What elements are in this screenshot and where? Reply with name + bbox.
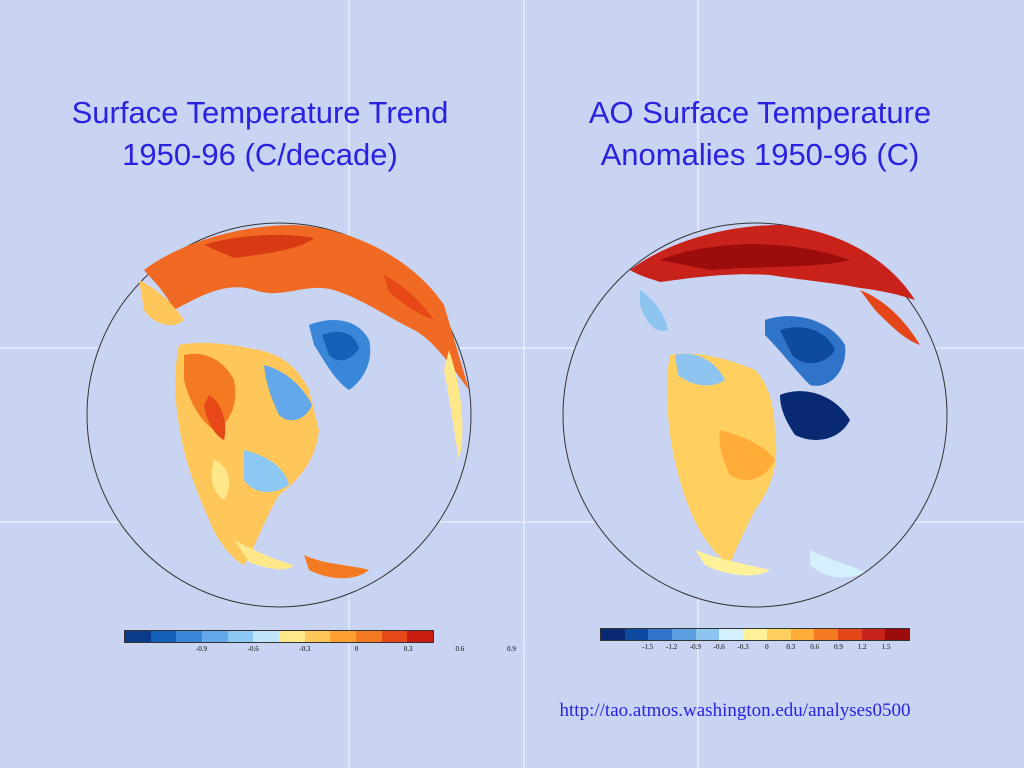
left-colorbar-swatch xyxy=(279,631,305,642)
north-america-region xyxy=(666,353,777,565)
left-map-title: Surface Temperature Trend 1950-96 (C/dec… xyxy=(30,92,490,176)
left-colorbar-swatch xyxy=(253,631,280,642)
left-colorbar-swatch xyxy=(150,631,177,642)
left-title-line2: 1950-96 (C/decade) xyxy=(122,137,398,172)
right-colorbar-tick-label: -0.3 xyxy=(737,643,749,651)
right-colorbar-ticks: -1.5 -1.2 -0.9 -0.6 -0.3 0 0.3 0.6 0.9 1.2 1.5 xyxy=(600,641,910,655)
left-colorbar-tick-label: -0.6 xyxy=(247,645,259,653)
left-colorbar: -0.9 -0.6 -0.3 0 0.3 0.6 0.9 xyxy=(124,630,516,658)
right-colorbar-swatch xyxy=(885,629,909,640)
right-colorbar-swatch xyxy=(672,629,696,640)
right-colorbar-tick-label: -1.2 xyxy=(665,643,678,651)
left-colorbar-tick-label: -0.3 xyxy=(299,645,311,653)
right-colorbar-tick-label: 0.6 xyxy=(810,643,819,651)
left-colorbar-swatch xyxy=(176,631,203,642)
right-title-line2: Anomalies 1950-96 (C) xyxy=(600,137,920,172)
right-colorbar-tick-label: 1.5 xyxy=(881,643,891,651)
left-colorbar-tick-label: 0 xyxy=(354,645,359,653)
right-title-line1: AO Surface Temperature xyxy=(588,95,932,130)
left-colorbar-swatch xyxy=(202,631,228,642)
right-colorbar-swatch xyxy=(814,629,838,640)
right-map-title: AO Surface Temperature Anomalies 1950-96… xyxy=(530,92,990,176)
right-colorbar-swatch xyxy=(624,629,649,640)
right-colorbar-swatch xyxy=(719,629,744,640)
right-colorbar-swatch xyxy=(743,629,767,640)
right-colorbar-tick-label: 0.9 xyxy=(834,643,843,651)
siberia-region xyxy=(144,225,469,390)
left-colorbar-swatch xyxy=(356,631,382,642)
left-colorbar-swatches xyxy=(124,630,434,643)
right-colorbar-tick-label: 0.3 xyxy=(786,643,796,651)
source-url-link[interactable]: http://tao.atmos.washington.edu/analyses… xyxy=(559,700,911,721)
left-title-line1: Surface Temperature Trend xyxy=(71,95,449,130)
right-colorbar-swatches xyxy=(600,628,910,641)
left-colorbar-tick-label: 0.9 xyxy=(507,645,516,653)
right-colorbar-swatch xyxy=(837,629,862,640)
right-colorbar-swatch xyxy=(648,629,673,640)
right-colorbar-swatch xyxy=(790,629,815,640)
right-colorbar-swatch xyxy=(695,629,720,640)
right-anomaly-map xyxy=(562,222,948,608)
right-colorbar-tick-label: -0.6 xyxy=(713,643,725,651)
right-colorbar-tick-label: -0.9 xyxy=(689,643,701,651)
left-colorbar-swatch xyxy=(227,631,254,642)
right-colorbar-swatch xyxy=(861,629,886,640)
left-colorbar-swatch xyxy=(330,631,357,642)
right-colorbar-swatch xyxy=(766,629,791,640)
left-colorbar-swatch xyxy=(407,631,434,642)
right-colorbar-swatch xyxy=(601,629,625,640)
right-colorbar-tick-label: -1.5 xyxy=(642,643,654,651)
left-colorbar-swatch xyxy=(381,631,408,642)
left-trend-map xyxy=(86,222,472,608)
left-colorbar-swatch xyxy=(304,631,331,642)
right-colorbar: -1.5 -1.2 -0.9 -0.6 -0.3 0 0.3 0.6 0.9 1.2 1.5 xyxy=(600,628,910,656)
right-colorbar-tick-label: 1.2 xyxy=(857,643,867,651)
right-colorbar-tick-label: 0 xyxy=(765,643,769,651)
left-colorbar-swatch xyxy=(125,631,151,642)
left-colorbar-ticks: -0.9 -0.6 -0.3 0 0.3 0.6 0.9 xyxy=(124,643,516,657)
left-colorbar-tick-label: -0.9 xyxy=(195,645,208,653)
left-colorbar-tick-label: 0.3 xyxy=(403,645,413,653)
left-colorbar-tick-label: 0.6 xyxy=(455,645,465,653)
